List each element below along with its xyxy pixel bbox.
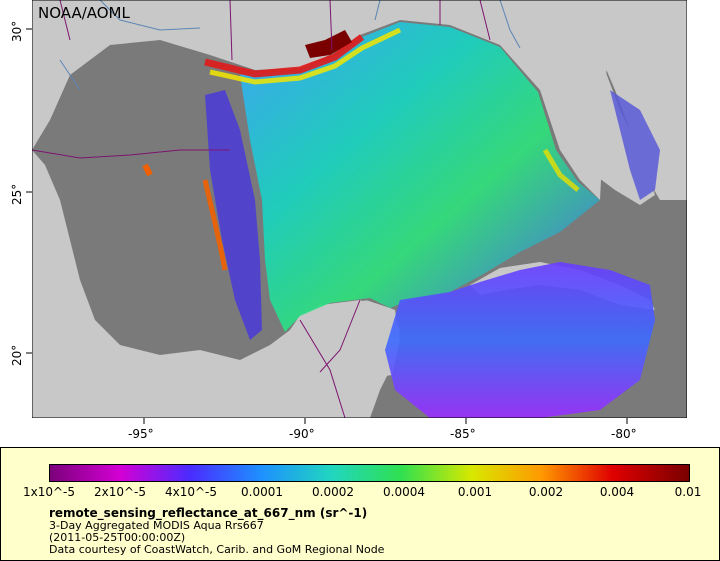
land-yucatan <box>290 300 400 380</box>
rivers <box>59 0 521 91</box>
legend-variable: remote_sensing_reflectance_at_667_nm (sr… <box>49 506 368 520</box>
legend-source: Data courtesy of CoastWatch, Carib. and … <box>49 543 385 556</box>
colorbar-tick: 0.002 <box>528 485 564 499</box>
orange-streak <box>202 179 228 271</box>
legend-panel: 1x10^-5 2x10^-5 4x10^-5 0.0001 0.0002 0.… <box>0 447 720 561</box>
colorbar-tick: 0.0004 <box>383 485 425 499</box>
lon-tick-90: -90° <box>289 427 315 441</box>
legend-product: 3-Day Aggregated MODIS Aqua Rrs667 <box>49 519 264 532</box>
lon-tick-85: -85° <box>450 427 476 441</box>
coastal-yellow-band <box>209 27 402 85</box>
reflectance-gulf-west <box>205 90 262 340</box>
political-borders <box>32 0 491 418</box>
colorbar-tick: 0.01 <box>674 485 702 499</box>
map-plot <box>26 0 687 424</box>
reflectance-gulf-east <box>240 22 600 332</box>
colorbar-tick: 0.0002 <box>312 485 354 499</box>
florida-coast-yellow <box>542 148 580 192</box>
delta-dark-red <box>305 30 352 58</box>
colorbar-tick: 0.0001 <box>241 485 283 499</box>
land-usa <box>32 0 687 200</box>
lat-tick-30: 30° <box>10 20 24 42</box>
lon-tick-95: -95° <box>128 427 154 441</box>
colorbar-tick: 2x10^-5 <box>93 485 147 499</box>
map-credit: NOAA/AOML <box>38 4 130 22</box>
colorbar-tick: 4x10^-5 <box>164 485 218 499</box>
colorbar-tick: 1x10^-5 <box>22 485 76 499</box>
coastal-high-reflectance <box>204 34 365 78</box>
colorbar-tick: 0.001 <box>457 485 493 499</box>
reflectance-caribbean <box>385 262 655 418</box>
orange-patch-tx <box>142 163 153 177</box>
lat-tick-20: 20° <box>10 344 24 366</box>
legend-time: (2011-05-25T00:00:00Z) <box>49 531 186 544</box>
lat-tick-25: 25° <box>10 183 24 205</box>
colorbar-tick: 0.004 <box>599 485 635 499</box>
reflectance-atlantic <box>610 90 660 200</box>
colorbar <box>49 464 690 482</box>
lon-tick-80: -80° <box>611 427 637 441</box>
